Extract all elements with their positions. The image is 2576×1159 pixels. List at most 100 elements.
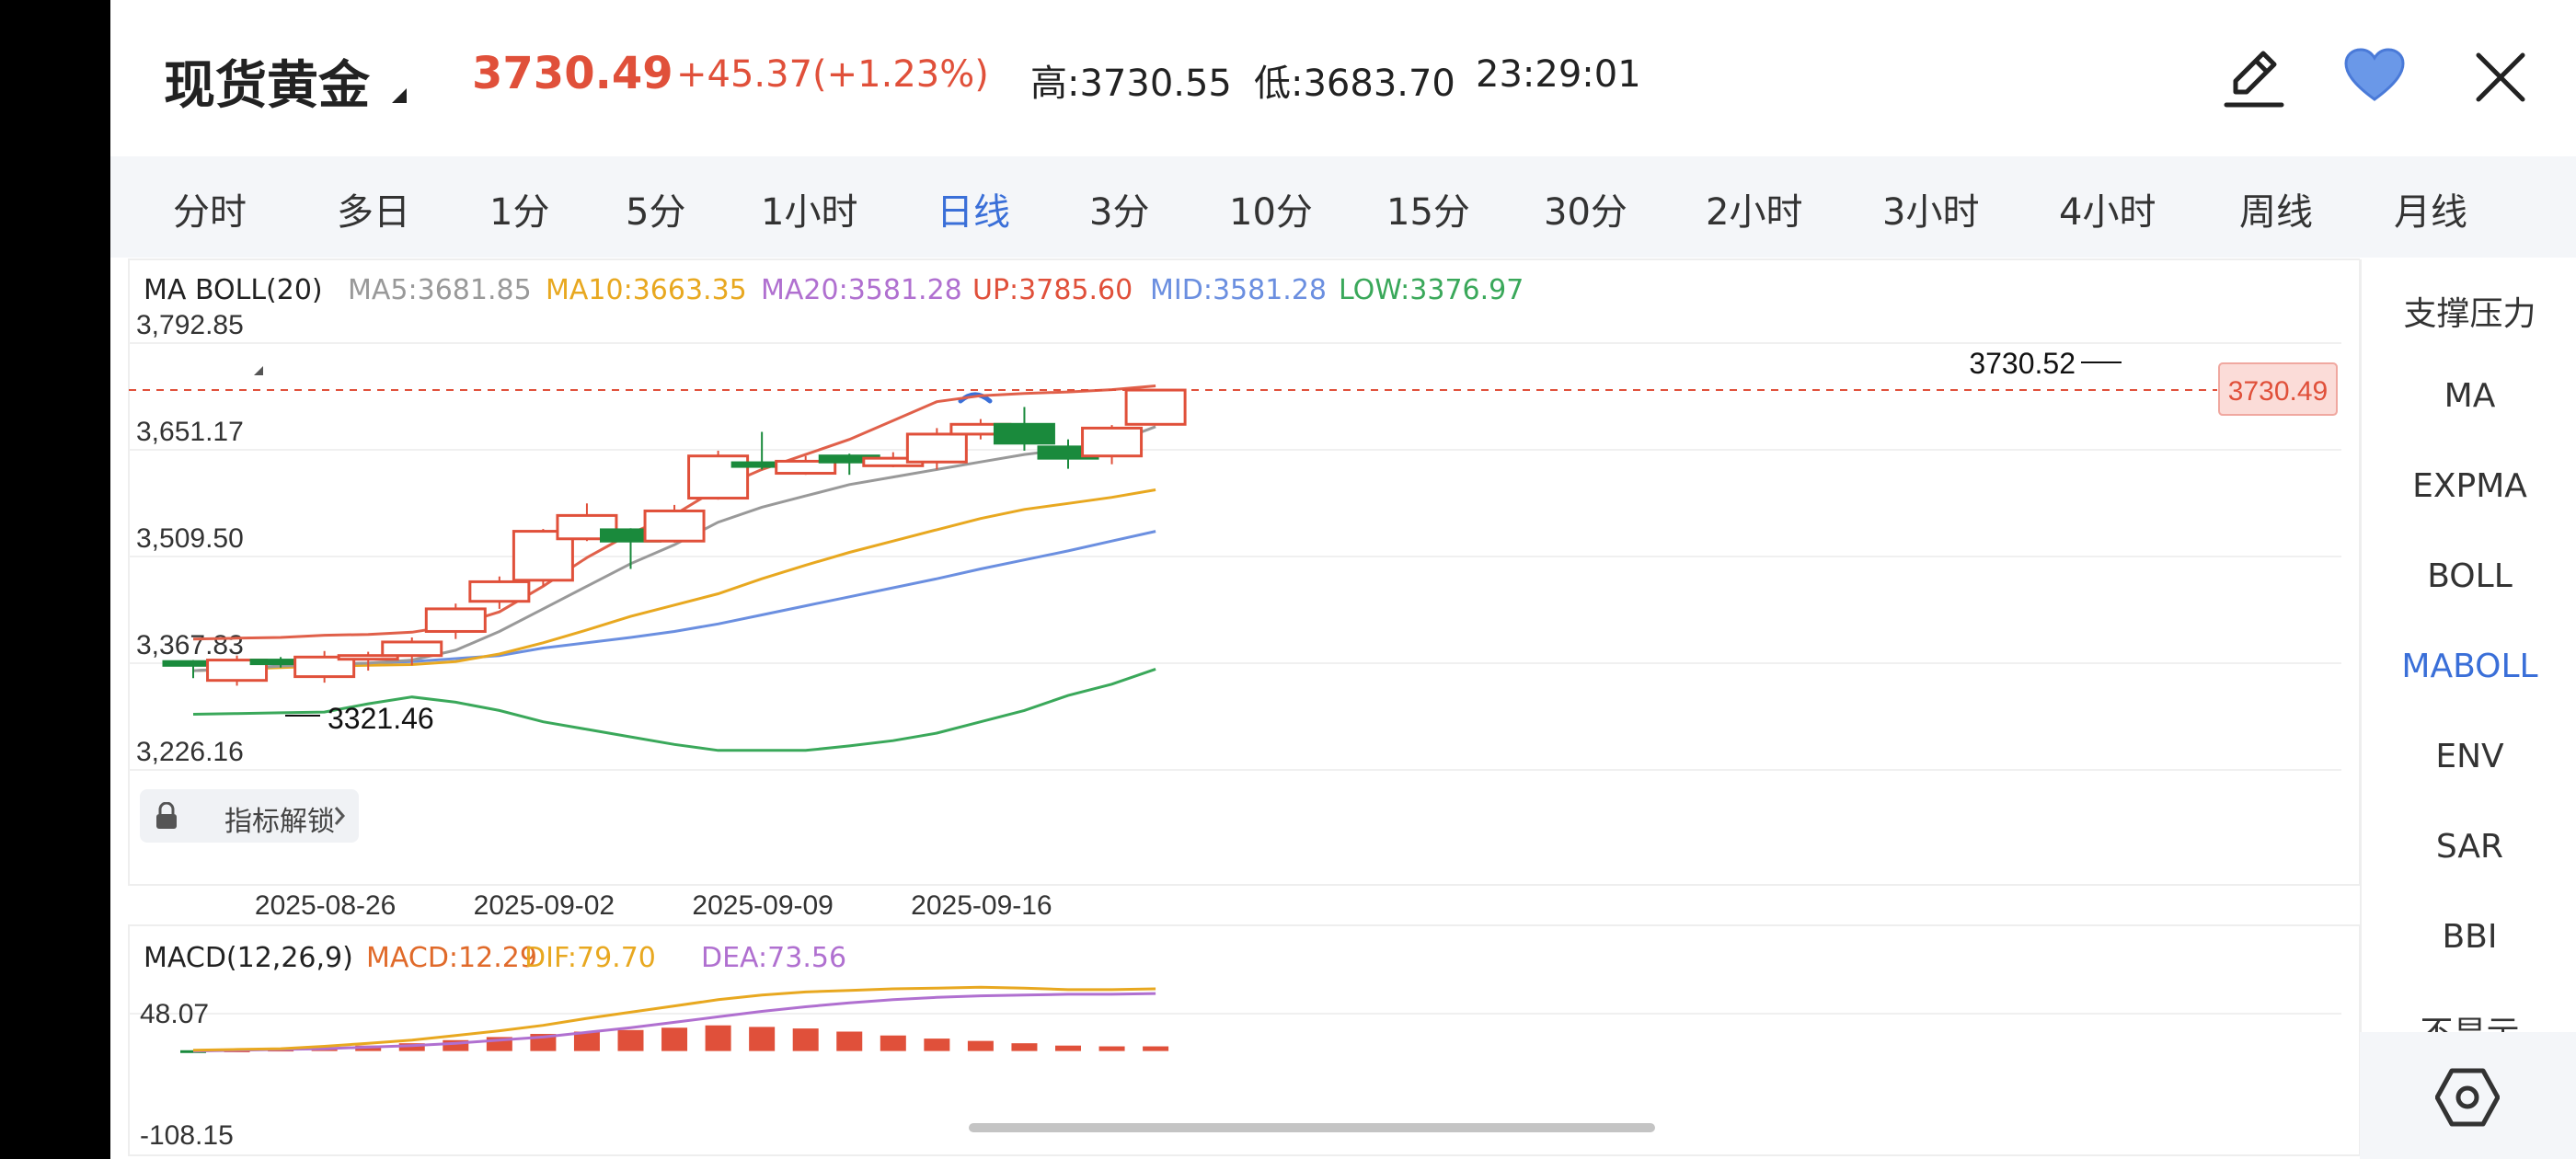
candle-body <box>993 422 1055 445</box>
current-price-tag: 3730.49 <box>2228 376 2328 407</box>
edit-icon[interactable] <box>2223 44 2287 110</box>
macd-histogram-bar <box>967 1040 994 1051</box>
indicator-name[interactable]: MA BOLL(20) <box>144 274 323 306</box>
legend-macd: MACD:12.29 <box>366 942 537 974</box>
day-high: 高:3730.55 <box>1030 63 1232 105</box>
x-tick-label: 2025-08-26 <box>255 890 396 921</box>
boll-low-line <box>192 667 1156 752</box>
side-item-support-resistance[interactable]: 支撑压力 <box>2403 295 2536 333</box>
close-icon[interactable] <box>2475 52 2526 103</box>
side-item-env[interactable]: ENV <box>2435 738 2504 775</box>
unlock-label: 指标解锁 <box>224 806 335 838</box>
fenshi-caret-icon[interactable] <box>254 366 263 375</box>
macd-y-tick-label: 48.07 <box>140 999 209 1029</box>
main-chart-frame <box>128 258 2360 886</box>
favorite-heart-icon[interactable] <box>2342 48 2407 103</box>
current-price: 3730.49 <box>472 48 673 99</box>
legend-dea: DEA:73.56 <box>701 942 847 974</box>
tab-3hour[interactable]: 3小时 <box>1882 191 1980 234</box>
tab-3min[interactable]: 3分 <box>1089 191 1150 234</box>
tab-2hour[interactable]: 2小时 <box>1706 191 1803 234</box>
max-price-label: 3730.52 <box>1969 347 2076 380</box>
x-tick-label: 2025-09-02 <box>474 890 615 921</box>
legend-boll-up: UP:3785.60 <box>972 274 1133 306</box>
side-item-bbi[interactable]: BBI <box>2442 918 2498 956</box>
macd-histogram-bar <box>705 1025 731 1051</box>
title-caret-icon[interactable] <box>392 88 407 103</box>
candle-body <box>206 659 269 683</box>
y-tick-label: 3,509.50 <box>136 523 244 554</box>
macd-name[interactable]: MACD(12,26,9) <box>144 942 353 974</box>
header-bar: 现货黄金 3730.49 +45.37(+1.23%) 高:3730.55 低:… <box>110 0 2576 156</box>
settings-hexagon-icon[interactable] <box>2435 1067 2500 1128</box>
app-root: 现货黄金 3730.49 +45.37(+1.23%) 高:3730.55 低:… <box>110 0 2576 1159</box>
macd-histogram-bar <box>880 1035 906 1051</box>
chart-scrollbar[interactable] <box>969 1123 1655 1132</box>
tab-30min[interactable]: 30分 <box>1544 191 1627 234</box>
candle-body <box>905 432 968 464</box>
side-item-boll[interactable]: BOLL <box>2427 557 2513 595</box>
tab-10min[interactable]: 10分 <box>1229 191 1313 234</box>
candle-body <box>468 580 531 603</box>
price-change: +45.37(+1.23%) <box>676 53 989 96</box>
macd-histogram-bar <box>573 1031 600 1051</box>
lock-icon <box>156 802 177 829</box>
macd-histogram-bar <box>1055 1045 1081 1051</box>
candle-body <box>643 509 706 543</box>
chevron-right-icon <box>334 807 346 825</box>
y-tick-label: 3,367.83 <box>136 630 244 660</box>
price-chart[interactable]: 3,792.85 3,651.17 3,509.50 3,367.83 3,226.16… <box>110 0 2360 1159</box>
macd-histogram-bar <box>1098 1046 1125 1051</box>
y-tick-label: 3,226.16 <box>136 737 244 767</box>
candle-body <box>1081 426 1144 458</box>
tab-fenshi[interactable]: 分时 <box>173 191 247 234</box>
x-tick-label: 2025-09-09 <box>692 890 833 921</box>
side-item-sar[interactable]: SAR <box>2435 828 2504 866</box>
candle-body <box>337 654 399 661</box>
indicator-unlock-button[interactable]: 指标解锁 <box>140 789 359 843</box>
tab-15min[interactable]: 15分 <box>1386 191 1470 234</box>
period-tabs: 分时 多日 1分 5分 1小时 日线 3分 10分 15分 30分 2小时 3小… <box>110 156 2576 404</box>
tab-4hour[interactable]: 4小时 <box>2059 191 2156 234</box>
candle-body <box>293 655 356 679</box>
macd-dea-line <box>192 992 1156 1053</box>
macd-histogram-bar <box>792 1028 819 1051</box>
day-low: 低:3683.70 <box>1254 63 1455 105</box>
quote-time: 23:29:01 <box>1476 53 1641 96</box>
macd-chart-frame <box>128 924 2360 1156</box>
instrument-title[interactable]: 现货黄金 <box>164 56 370 116</box>
tab-1min[interactable]: 1分 <box>489 191 550 234</box>
macd-histogram-bar <box>749 1027 776 1051</box>
macd-histogram-bar <box>617 1029 644 1051</box>
macd-histogram-bar <box>661 1027 688 1051</box>
legend-ma10: MA10:3663.35 <box>546 274 747 306</box>
tab-monthly[interactable]: 月线 <box>2394 191 2467 234</box>
side-settings-area <box>2360 1032 2576 1159</box>
macd-histogram-bar <box>1143 1046 1169 1051</box>
legend-ma20: MA20:3581.28 <box>761 274 962 306</box>
side-item-expma[interactable]: EXPMA <box>2412 467 2527 505</box>
current-price-tag-bg <box>2218 362 2338 417</box>
tab-multiday[interactable]: 多日 <box>337 191 410 234</box>
legend-boll-low: LOW:3376.97 <box>1339 274 1524 306</box>
candle-body <box>381 640 443 658</box>
candle-body <box>775 459 837 476</box>
tab-daily[interactable]: 日线 <box>937 191 1010 234</box>
y-tick-label: 3,792.85 <box>136 310 244 340</box>
macd-dif-line <box>192 985 1156 1052</box>
tab-weekly[interactable]: 周线 <box>2239 191 2313 234</box>
macd-histogram-bar <box>443 1039 469 1051</box>
macd-histogram-bar <box>924 1039 950 1051</box>
indicator-side-menu: 支撑压力 MA EXPMA BOLL MABOLL ENV SAR BBI 不显… <box>2360 259 2576 1159</box>
side-item-maboll[interactable]: MABOLL <box>2401 648 2538 685</box>
tab-5min[interactable]: 5分 <box>626 191 686 234</box>
legend-ma5: MA5:3681.85 <box>348 274 532 306</box>
macd-histogram-bar <box>836 1031 863 1051</box>
x-tick-label: 2025-09-16 <box>911 890 1052 921</box>
min-price-label: 3321.46 <box>328 702 434 735</box>
side-item-ma[interactable]: MA <box>2444 377 2496 415</box>
macd-histogram-bar <box>180 1050 206 1053</box>
legend-dif: DIF:79.70 <box>524 942 656 974</box>
candle-body <box>1124 388 1187 426</box>
tab-1hour[interactable]: 1小时 <box>761 191 858 234</box>
